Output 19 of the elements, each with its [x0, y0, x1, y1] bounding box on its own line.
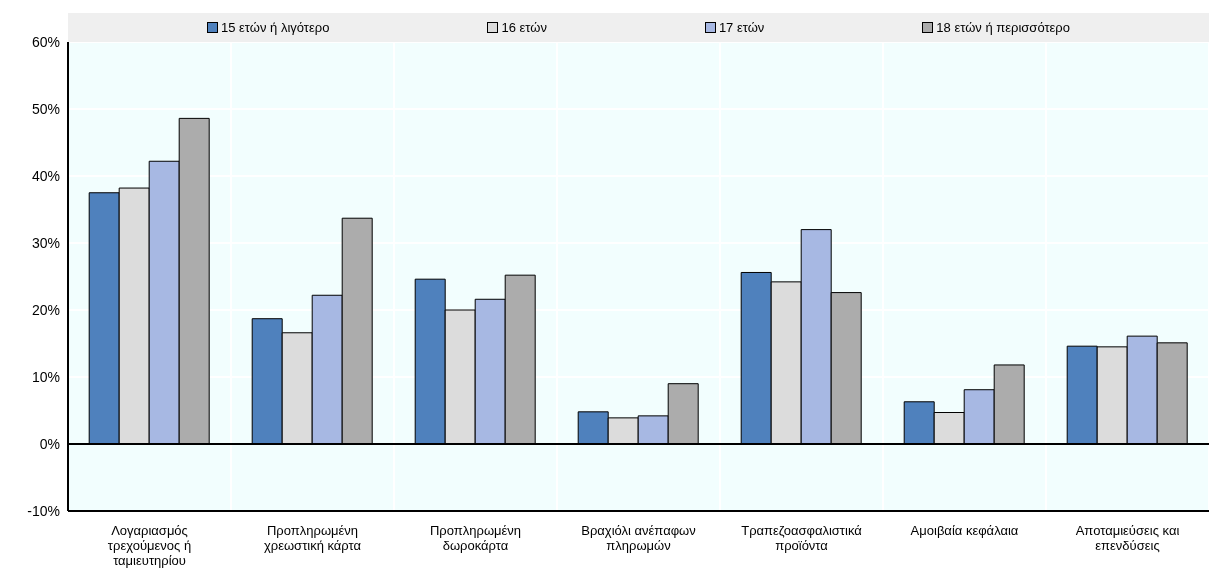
y-tick-label: 10%: [31, 368, 60, 385]
y-tick-label: 20%: [31, 301, 60, 318]
x-tick-label: Προπληρωμένη χρεωστική κάρτα: [263, 523, 362, 553]
x-tick-label: Προπληρωμένη δωροκάρτα: [429, 523, 522, 553]
y-tick-label: 30%: [31, 234, 60, 251]
y-tick-label: 60%: [31, 33, 60, 50]
legend-label: 15 ετών ή λιγότερο: [220, 20, 330, 35]
x-tick-label: Αποταμιεύσεις και επενδύσεις: [1075, 523, 1180, 553]
y-tick-label: 50%: [31, 100, 60, 117]
legend-label: 18 ετών ή περισσότερο: [935, 20, 1070, 35]
x-tick-label: Λογαριασμός τρεχούμενος ή ταμιευτηρίου: [107, 523, 192, 568]
x-tick-label: Αμοιβαία κεφάλαια: [910, 523, 1019, 538]
y-tick-label: -10%: [27, 502, 60, 519]
y-tick-label: 40%: [31, 167, 60, 184]
y-tick-label: 0%: [39, 435, 60, 452]
legend-label: 17 ετών: [717, 20, 765, 35]
legend-label: 16 ετών: [500, 20, 547, 35]
x-tick-label: Βραχιόλι ανέπαφων πληρωμών: [581, 523, 696, 553]
x-tick-label: Τραπεζοασφαλιστικά προϊόντα: [741, 523, 863, 553]
